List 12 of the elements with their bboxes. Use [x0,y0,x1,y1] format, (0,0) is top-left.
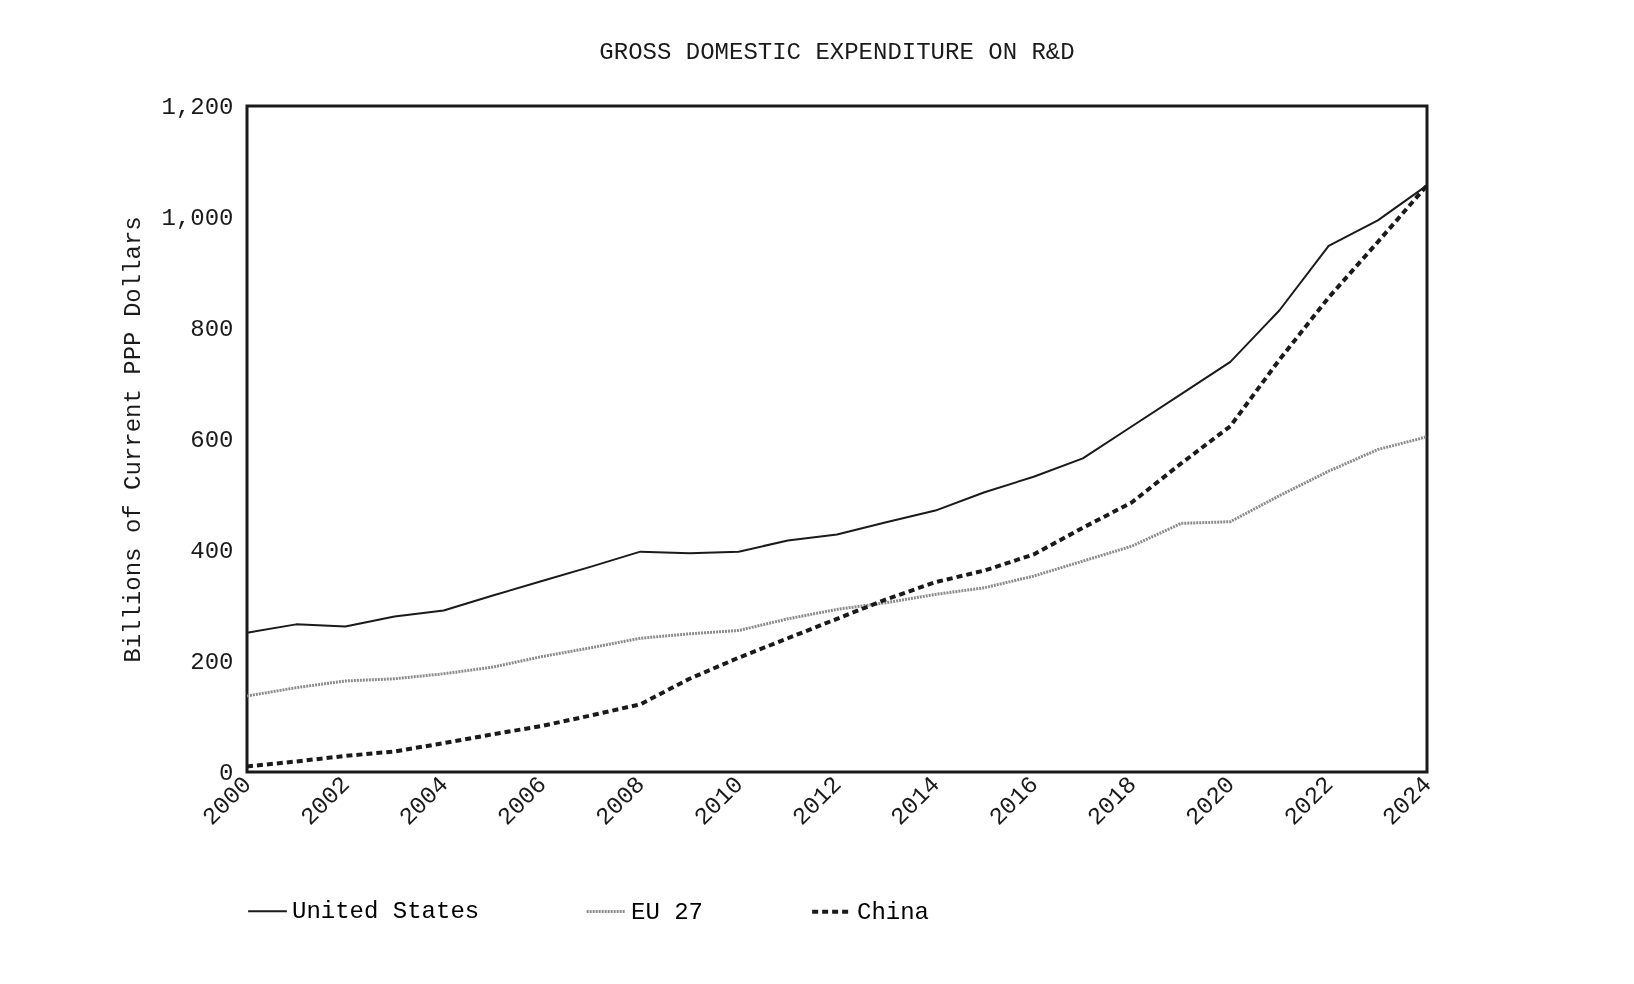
y-tick-label: 200 [190,648,234,676]
y-tick-label: 600 [190,426,234,454]
y-tick-label: 400 [190,537,234,565]
y-axis-title: Billions of Current PPP Dollars [120,216,148,663]
y-tick-label: 1,000 [161,204,234,232]
legend-label: EU 27 [631,898,704,926]
chart-title: GROSS DOMESTIC EXPENDITURE ON R&D [599,39,1075,66]
line-series [245,435,1429,698]
y-tick-label: 800 [190,315,234,343]
y-tick-label: 1,200 [161,93,234,121]
legend-label: United States [292,898,480,926]
legend-label: China [857,898,930,926]
